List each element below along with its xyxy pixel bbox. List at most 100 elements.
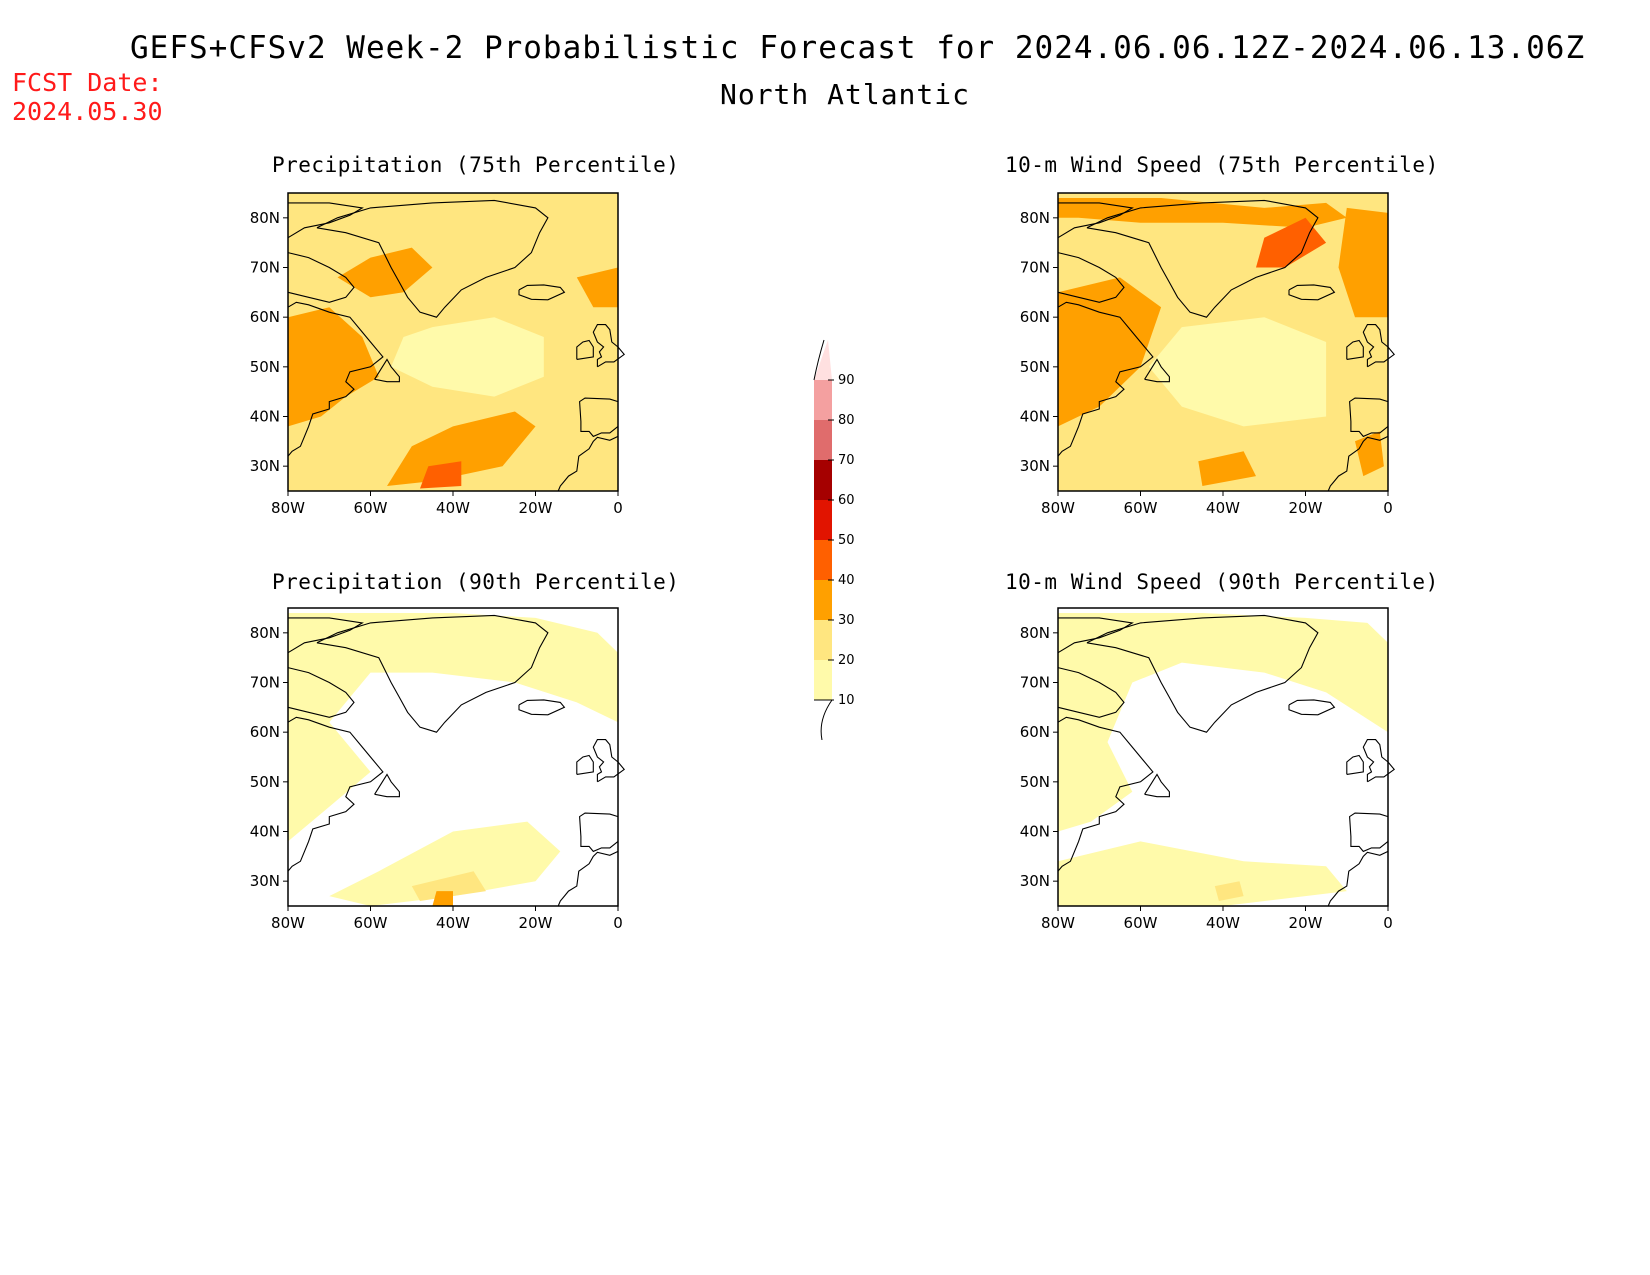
coast-iceland (518, 699, 566, 716)
colorbar-swatch (814, 500, 832, 540)
colorbar-swatch (814, 540, 832, 580)
coast-baffin (287, 252, 355, 303)
fcst-label: FCST Date: (12, 68, 163, 97)
shade-10-20-central (1148, 317, 1327, 427)
lon-label: 80W (271, 499, 305, 517)
region-subtitle: North Atlantic (719, 78, 970, 111)
coast-north-america (1057, 716, 1154, 872)
coast-iberia (579, 397, 619, 438)
map-precip-90: 80N 70N 60N 50N 40N 30N 80W 60W 40W 20W 0 (250, 607, 625, 932)
coast-ireland (576, 339, 594, 360)
lon-label: 40W (436, 914, 470, 932)
panel-title-wind-90: 10-m Wind Speed (90th Percentile) (1005, 570, 1439, 594)
lon-label: 80W (1041, 499, 1075, 517)
coast-iberia (1349, 397, 1389, 438)
fcst-date-value: 2024.05.30 (12, 97, 163, 126)
shade-40-50-south (420, 461, 462, 489)
shade-30-40-west (1058, 277, 1162, 427)
coast-iberia (1349, 812, 1389, 853)
map-precip-75: 80N 70N 60N 50N 40N 30N 80W 60W 40W 20W 0 (250, 192, 625, 517)
colorbar-label: 40 (838, 573, 855, 588)
lat-label: 70N (1020, 259, 1050, 277)
lat-label: 40N (250, 823, 280, 841)
lon-label: 20W (1289, 499, 1323, 517)
colorbar-swatch (814, 620, 832, 660)
lon-label: 0 (1383, 499, 1393, 517)
colorbar-swatch (814, 580, 832, 620)
lat-label: 70N (250, 674, 280, 692)
axes: 80N 70N 60N 50N 40N 30N 80W 60W 40W 20W 0 (1020, 192, 1393, 517)
lon-label: 60W (354, 914, 388, 932)
lon-label: 80W (271, 914, 305, 932)
lat-label: 40N (1020, 823, 1050, 841)
forecast-date: FCST Date: 2024.05.30 (12, 68, 163, 126)
coast-north-america (287, 301, 384, 457)
lon-label: 20W (519, 499, 553, 517)
coast-ellesmere (287, 617, 364, 654)
shade-10-20-south (329, 821, 561, 906)
panel-title-precip-90: Precipitation (90th Percentile) (272, 570, 680, 594)
colorbar-swatch (814, 380, 832, 420)
colorbar-bottom-arrow (814, 699, 833, 740)
lon-label: 0 (613, 499, 623, 517)
shade-30-40-south (432, 891, 453, 906)
lat-label: 70N (1020, 674, 1050, 692)
shade-30-40-arctic (1058, 198, 1347, 228)
shade-30-40-ne (576, 267, 618, 308)
lat-label: 50N (250, 358, 280, 376)
axes: 80N 70N 60N 50N 40N 30N 80W 60W 40W 20W 0 (1020, 607, 1393, 932)
coast-greenland (1086, 614, 1319, 733)
lon-label: 0 (1383, 914, 1393, 932)
shade-10-20-north (288, 613, 618, 842)
lon-label: 40W (1206, 499, 1240, 517)
shade-10-20-north (1058, 613, 1388, 832)
lat-label: 40N (250, 408, 280, 426)
axes: 80N 70N 60N 50N 40N 30N 80W 60W 40W 20W 0 (250, 192, 623, 517)
shade-20-30-south (1214, 881, 1244, 901)
colorbar: 10 20 30 40 50 60 70 80 90 (813, 339, 855, 740)
shade-30-40-west (288, 307, 379, 427)
colorbar-swatch (814, 660, 832, 700)
panel-title-wind-75: 10-m Wind Speed (75th Percentile) (1005, 153, 1439, 177)
coast-ireland (576, 754, 594, 775)
coast-newfoundland (374, 773, 400, 798)
colorbar-label: 10 (838, 693, 855, 708)
probability-shading (288, 608, 618, 906)
lon-label: 0 (613, 914, 623, 932)
coast-greenland (1086, 199, 1319, 318)
lon-label: 40W (1206, 914, 1240, 932)
lat-label: 60N (1020, 723, 1050, 741)
lon-label: 60W (354, 499, 388, 517)
coast-africa (1327, 435, 1389, 492)
coastlines (287, 199, 625, 492)
colorbar-label: 90 (838, 373, 855, 388)
lat-label: 80N (250, 624, 280, 642)
coastlines (287, 614, 625, 907)
colorbar-label: 70 (838, 453, 855, 468)
shade-30-40-south (387, 411, 536, 486)
map-wind-90: 80N 70N 60N 50N 40N 30N 80W 60W 40W 20W 0 (1020, 607, 1395, 932)
lat-label: 30N (250, 457, 280, 475)
coast-iceland (1288, 284, 1336, 301)
colorbar-top-outline (813, 339, 825, 381)
lat-label: 80N (1020, 209, 1050, 227)
coast-africa (1327, 850, 1389, 907)
colorbar-label: 20 (838, 653, 855, 668)
coastlines (1057, 614, 1395, 907)
coast-uk (592, 739, 625, 783)
coast-africa (557, 435, 619, 492)
coast-newfoundland (374, 358, 400, 383)
shade-30-40-south (1198, 451, 1256, 486)
colorbar-label: 80 (838, 413, 855, 428)
shade-20-30-south (411, 871, 486, 901)
coast-baffin (1057, 252, 1125, 303)
map-wind-75: 80N 70N 60N 50N 40N 30N 80W 60W 40W 20W 0 (1020, 192, 1395, 517)
coast-uk (592, 324, 625, 368)
coast-north-america (287, 716, 384, 872)
coast-africa (557, 850, 619, 907)
colorbar-swatch (814, 460, 832, 500)
lat-label: 60N (250, 723, 280, 741)
lat-label: 40N (1020, 408, 1050, 426)
colorbar-swatch (814, 420, 832, 460)
coastlines (1057, 199, 1395, 492)
